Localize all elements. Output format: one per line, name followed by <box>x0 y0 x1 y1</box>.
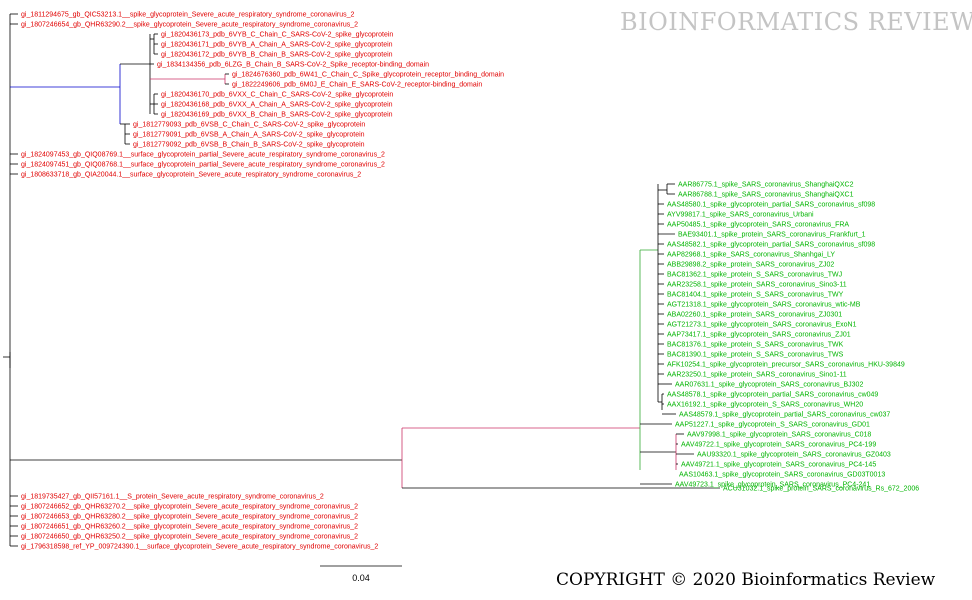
leaf-label: gi_1812779091_pdb_6VSB_A_Chain_A_SARS-Co… <box>133 132 365 139</box>
copyright-text: COPYRIGHT © 2020 Bioinformatics Review <box>556 570 936 590</box>
leaf-label: AAR23258.1_spike_protein_SARS_coronaviru… <box>667 282 847 289</box>
leaf-label: AAR07631.1_spike_glycoprotein_SARS_coron… <box>675 382 863 389</box>
leaf-label: gi_1822249606_pdb_6M0J_E_Chain_E_SARS-Co… <box>232 82 482 89</box>
leaf-label: AAS48580.1_spike_glycoprotein_partial_SA… <box>667 202 875 209</box>
leaf-label: AAV49722.1_spike_glycoprotein_SARS_coron… <box>681 442 876 449</box>
leaf-label: AAP50485.1_spike_glycoprotein_SARS_coron… <box>667 222 849 229</box>
leaf-label: gi_1807246653_gb_QHR63280.2__spike_glyco… <box>21 514 358 521</box>
leaf-label: gi_1820436168_pdb_6VXX_A_Chain_A_SARS-Co… <box>161 102 393 109</box>
leaf-label: gi_1807246652_gb_QHR63270.2__spike_glyco… <box>21 504 358 511</box>
leaf-label: AAR86788.1_spike_SARS_coronavirus_Shangh… <box>678 192 854 199</box>
leaf-label: gi_1796318598_ref_YP_009724390.1__surfac… <box>21 544 378 551</box>
leaf-label: gi_1824097451_gb_QIQ08768.1__surface_gly… <box>21 162 385 169</box>
leaf-label: gi_1820436173_pdb_6VYB_C_Chain_C_SARS-Co… <box>161 32 393 39</box>
scale-bar-label: 0.04 <box>352 573 370 583</box>
leaf-label: AAX16192.1_spike_glycoprotein_S_SARS_cor… <box>667 402 863 409</box>
leaf-label: AAR23250.1_spike_protein_SARS_coronaviru… <box>667 372 847 379</box>
leaf-label: gi_1824676360_pdb_6W41_C_Chain_C_Spike_g… <box>232 72 504 79</box>
leaf-label: AAP73417.1_spike_glycoprotein_SARS_coron… <box>667 332 851 339</box>
leaf-label: gi_1808633718_gb_QIA20044.1__surface_gly… <box>21 172 361 179</box>
leaf-label: AAR86775.1_spike_SARS_coronavirus_Shangh… <box>678 182 854 189</box>
leaf-label: gi_1819735427_gb_QII57161.1__S_protein_S… <box>21 494 324 501</box>
leaf-label: AYV99817.1_spike_SARS_coronavirus_Urbani <box>667 212 814 219</box>
leaf-label: BAC81390.1_spike_protein_S_SARS_coronavi… <box>667 352 844 359</box>
leaf-label: ABB29898.2_spike_protein_SARS_coronaviru… <box>667 262 834 269</box>
leaf-label: gi_1820436171_pdb_6VYB_A_Chain_A_SARS-Co… <box>161 42 393 49</box>
watermark-text: BIOINFORMATICS REVIEW <box>620 8 972 36</box>
leaf-label: gi_1820436169_pdb_6VXX_B_Chain_B_SARS-Co… <box>161 112 393 119</box>
leaf-label: BAC81404.1_spike_protein_S_SARS_coronavi… <box>667 292 844 299</box>
leaf-label: BAE93401.1_spike_protein_SARS_coronaviru… <box>678 232 866 239</box>
leaf-label: ABA02260.1_spike_protein_SARS_coronaviru… <box>667 312 842 319</box>
leaf-label: gi_1812779093_pdb_6VSB_C_Chain_C_SARS-Co… <box>133 122 365 129</box>
leaf-label: gi_1820436172_pdb_6VYB_B_Chain_B_SARS-Co… <box>161 52 393 59</box>
leaf-label: gi_1812779092_pdb_6VSB_B_Chain_B_SARS-Co… <box>133 142 365 149</box>
leaf-label: gi_1807246654_gb_QHR63290.2__spike_glyco… <box>21 22 358 29</box>
leaf-label: AGT21318.1_spike_glycoprotein_SARS_coron… <box>667 302 861 309</box>
leaf-label: AFK10254.1_spike_glycoprotein_precursor_… <box>667 362 905 369</box>
leaf-label: AAU93320.1_spike_glycoprotein_SARS_coron… <box>697 452 891 459</box>
leaf-label: AAV49723.1_spike_glycoprotein_SARS_coron… <box>675 482 870 489</box>
leaf-label: BAC81362.1_spike_protein_S_SARS_coronavi… <box>667 272 842 279</box>
leaf-label: AAV97998.1_spike_glycoprotein_SARS_coron… <box>687 432 871 439</box>
leaf-label: AAS48579.1_spike_glycoprotein_partial_SA… <box>679 412 890 419</box>
leaf-label: AAV49721.1_spike_glycoprotein_SARS_coron… <box>681 462 876 469</box>
leaf-label: AAS48578.1_spike_glycoprotein_partial_SA… <box>667 392 878 399</box>
leaf-label: AAS48582.1_spike_glycoprotein_partial_SA… <box>667 242 875 249</box>
leaf-label: gi_1834134356_pdb_6LZG_B_Chain_B_SARS-Co… <box>157 62 429 69</box>
leaf-label: AAP82968.1_spike_SARS_coronavirus_Shanhg… <box>667 252 835 259</box>
leaf-label: AAP51227.1_spike_glycoprotein_S_SARS_cor… <box>675 422 870 429</box>
leaf-label: AAS10463.1_spike_glycoprotein_SARS_coron… <box>679 472 885 479</box>
leaf-label: gi_1807246650_gb_QHR63250.2__spike_glyco… <box>21 534 358 541</box>
leaf-label: BAC81376.1_spike_protein_S_SARS_coronavi… <box>667 342 844 349</box>
leaf-label: AGT21273.1_spike_glycoprotein_SARS_coron… <box>667 322 857 329</box>
leaf-label: ACU31032.1_spike_protein_SARS_coronaviru… <box>723 486 919 493</box>
leaf-label: gi_1811294675_gb_QIC53213.1__spike_glyco… <box>21 12 354 19</box>
leaf-label: gi_1824097453_gb_QIQ08769.1__surface_gly… <box>21 152 385 159</box>
leaf-label: gi_1820436170_pdb_6VXX_C_Chain_C_SARS-Co… <box>161 92 393 99</box>
leaf-label: gi_1807246651_gb_QHR63260.2__spike_glyco… <box>21 524 358 531</box>
